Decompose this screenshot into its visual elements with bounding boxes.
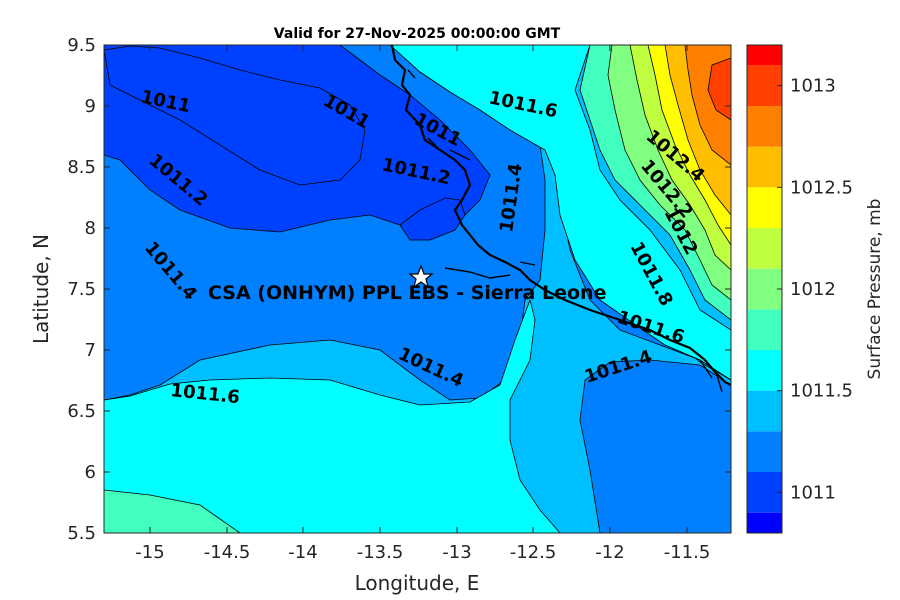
pressure-fill-1011-7-south [104, 298, 561, 533]
pressure-fill-1010-9-lobe [399, 197, 466, 241]
x-axis: -15 -14.5 -14 -13.5 -13 -12.5 -12 -11.5 … [135, 45, 710, 595]
y-tick-label: 7.5 [67, 279, 96, 300]
colorbar-swatch [747, 472, 782, 513]
colorbar-swatch [747, 350, 782, 391]
colorbar-tick-label: 1011.5 [790, 381, 853, 402]
colorbar-swatch [747, 309, 782, 350]
y-tick-label: 9.5 [67, 35, 96, 56]
x-tick-label: -14.5 [204, 542, 251, 563]
x-tick-label: -11.5 [664, 542, 711, 563]
colorbar-swatch [747, 45, 782, 66]
coastline [390, 45, 731, 386]
x-tick-label: -12 [595, 542, 624, 563]
colorbar-tick-label: 1013 [790, 76, 836, 97]
y-tick-label: 5.5 [67, 523, 96, 544]
colorbar-tick-label: 1012 [790, 279, 836, 300]
colorbar-label: Surface Pressure, mb [865, 199, 885, 380]
y-axis: 9.5 9 8.5 8 7.5 7 6.5 6 5.5 Latitude, N [29, 35, 731, 544]
pressure-fill-1011-7-ne [389, 45, 731, 381]
y-tick-label: 6.5 [67, 401, 96, 422]
pressure-fill-1013-1 [707, 57, 731, 121]
colorbar-swatch [747, 65, 782, 106]
colorbar-swatches [747, 45, 782, 533]
colorbar-swatch [747, 228, 782, 269]
colorbar-swatch [747, 146, 782, 188]
x-tick-label: -13 [442, 542, 471, 563]
colorbar-swatch [747, 512, 782, 533]
site-label: CSA (ONHYM) PPL EBS - Sierra Leone [208, 282, 606, 304]
x-axis-label: Longitude, E [355, 571, 480, 595]
colorbar-ticks: 1011 1011.5 1012 1012.5 1013 [777, 76, 853, 503]
colorbar-swatch [747, 187, 782, 228]
colorbar-tick-label: 1011 [790, 482, 836, 503]
y-axis-label: Latitude, N [29, 234, 53, 344]
x-tick-label: -13.5 [357, 542, 404, 563]
y-tick-label: 8 [85, 218, 96, 239]
y-tick-label: 9 [85, 96, 96, 117]
x-tick-label: -12.5 [510, 542, 557, 563]
x-tick-label: -15 [135, 542, 164, 563]
colorbar-swatch [747, 106, 782, 147]
y-tick-label: 8.5 [67, 157, 96, 178]
map-plot-area: 1011 1011 1011.2 1011.2 1011.4 1011.4 10… [104, 45, 731, 533]
y-tick-label: 6 [85, 462, 96, 483]
pressure-fill-1011-9-sw [104, 489, 241, 533]
x-tick-label: -14 [288, 542, 317, 563]
colorbar-swatch [747, 431, 782, 472]
pressure-fill-1011-3-se [579, 359, 731, 533]
y-tick-label: 7 [85, 340, 96, 361]
coastline-islands [407, 69, 723, 393]
colorbar-swatch [747, 390, 782, 432]
colorbar: 1011 1011.5 1012 1012.5 1013 Surface Pressur… [746, 44, 885, 534]
site-star-marker [408, 264, 434, 289]
colorbar-tick-label: 1012.5 [790, 177, 853, 198]
pressure-fill-1010-9 [104, 45, 366, 186]
chart-title: Valid for 27-Nov-2025 00:00:00 GMT [274, 26, 561, 42]
colorbar-swatch [747, 268, 782, 310]
